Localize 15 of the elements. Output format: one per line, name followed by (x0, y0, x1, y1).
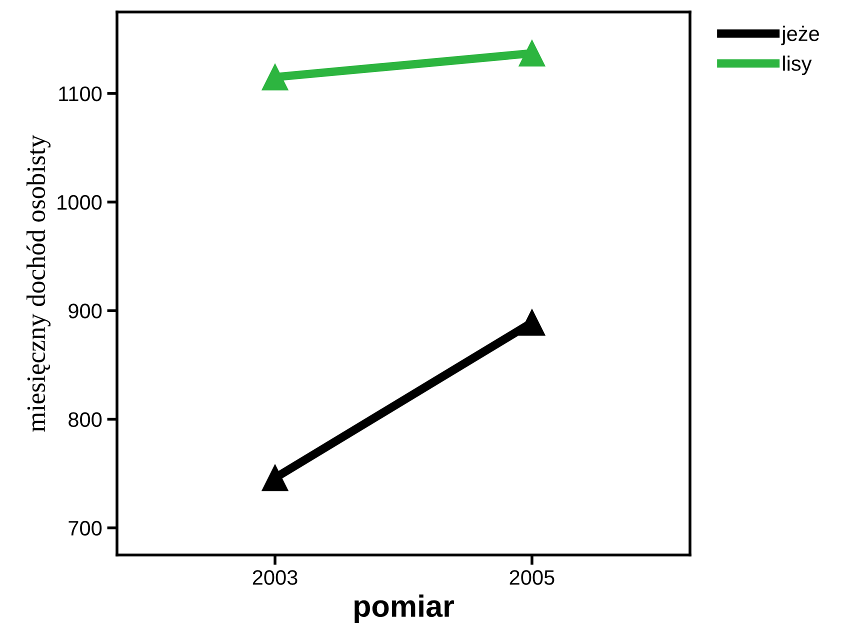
x-axis-title: pomiar (354, 594, 454, 624)
y-axis-title: miesięczny dochód osobisty (26, 134, 51, 432)
y-tick-label: 1100 (59, 86, 102, 102)
y-tick-label: 700 (68, 520, 102, 536)
point (262, 64, 288, 90)
point (518, 40, 546, 66)
x-tick-label: 2005 (510, 570, 554, 585)
y-tick-label: 900 (68, 304, 102, 318)
legend-label: lisy (783, 56, 812, 76)
y-tick-label: 800 (68, 412, 102, 428)
x-tick-label: 2003 (252, 570, 298, 585)
point (518, 309, 546, 336)
legend-label: jeże (781, 26, 819, 46)
y-tick-label: 1000 (58, 195, 102, 210)
point (262, 464, 288, 492)
